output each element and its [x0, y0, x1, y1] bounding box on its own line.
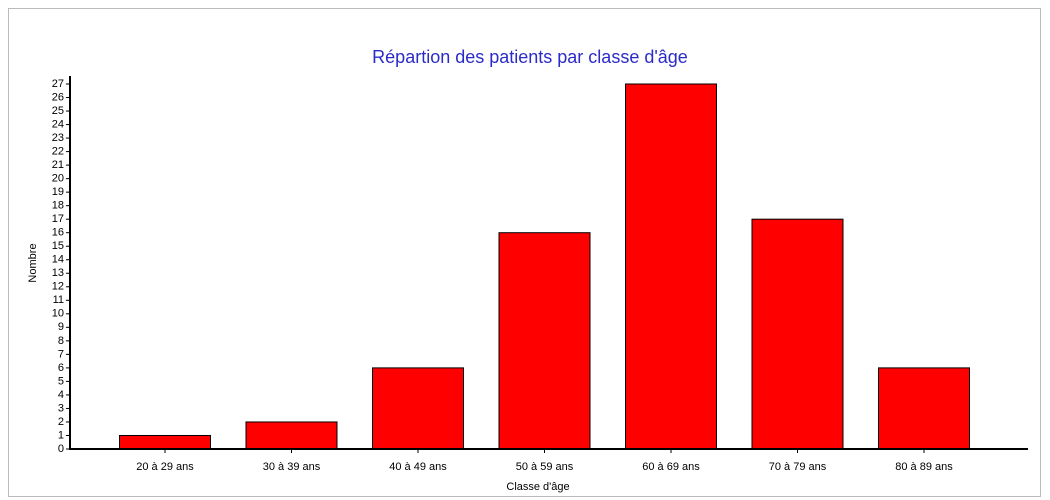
y-tick-label: 14 — [52, 254, 64, 266]
x-tick-label: 60 à 69 ans — [642, 461, 700, 473]
y-tick-label: 23 — [52, 132, 64, 144]
x-tick-label: 20 à 29 ans — [136, 461, 194, 473]
y-tick-label: 3 — [58, 402, 64, 414]
y-tick-label: 16 — [52, 227, 64, 239]
y-tick-label: 13 — [52, 267, 64, 279]
x-tick-label: 40 à 49 ans — [389, 461, 447, 473]
y-tick-label: 20 — [52, 173, 64, 185]
y-tick-label: 21 — [52, 159, 64, 171]
y-axis-label: Nombre — [27, 243, 39, 282]
y-tick-label: 26 — [52, 91, 64, 103]
y-tick-label: 6 — [58, 362, 64, 374]
y-tick-label: 10 — [52, 308, 64, 320]
x-tick-label: 50 à 59 ans — [516, 461, 574, 473]
bar — [372, 367, 464, 450]
y-tick-label: 27 — [52, 78, 64, 90]
y-tick-label: 1 — [58, 429, 64, 441]
y-tick-label: 4 — [58, 389, 64, 401]
bar — [878, 367, 970, 450]
y-tick-label: 12 — [52, 281, 64, 293]
y-tick-label: 0 — [58, 443, 64, 455]
y-tick-label: 2 — [58, 416, 64, 428]
bar — [119, 434, 211, 450]
y-tick-label: 24 — [52, 118, 64, 130]
y-tick-label: 22 — [52, 145, 64, 157]
y-tick-label: 17 — [52, 213, 64, 225]
y-tick-label: 5 — [58, 375, 64, 387]
x-tick-label: 80 à 89 ans — [895, 461, 953, 473]
y-tick-label: 11 — [53, 294, 64, 306]
y-tick-label: 18 — [52, 200, 64, 212]
y-tick-label: 7 — [58, 348, 64, 360]
x-tick-label: 70 à 79 ans — [769, 461, 827, 473]
chart-title: Répartion des patients par classe d'âge — [372, 47, 688, 67]
bar — [751, 218, 844, 450]
y-tick-label: 8 — [58, 335, 64, 347]
bar — [625, 83, 717, 450]
x-tick-label: 30 à 39 ans — [263, 461, 321, 473]
y-tick-label: 9 — [58, 321, 64, 333]
y-tick-label: 25 — [52, 105, 64, 117]
bar — [498, 232, 591, 450]
bar — [245, 421, 338, 450]
y-tick-label: 19 — [52, 186, 64, 198]
y-tick-label: 15 — [52, 240, 64, 252]
x-axis-label: Classe d'âge — [506, 481, 569, 493]
